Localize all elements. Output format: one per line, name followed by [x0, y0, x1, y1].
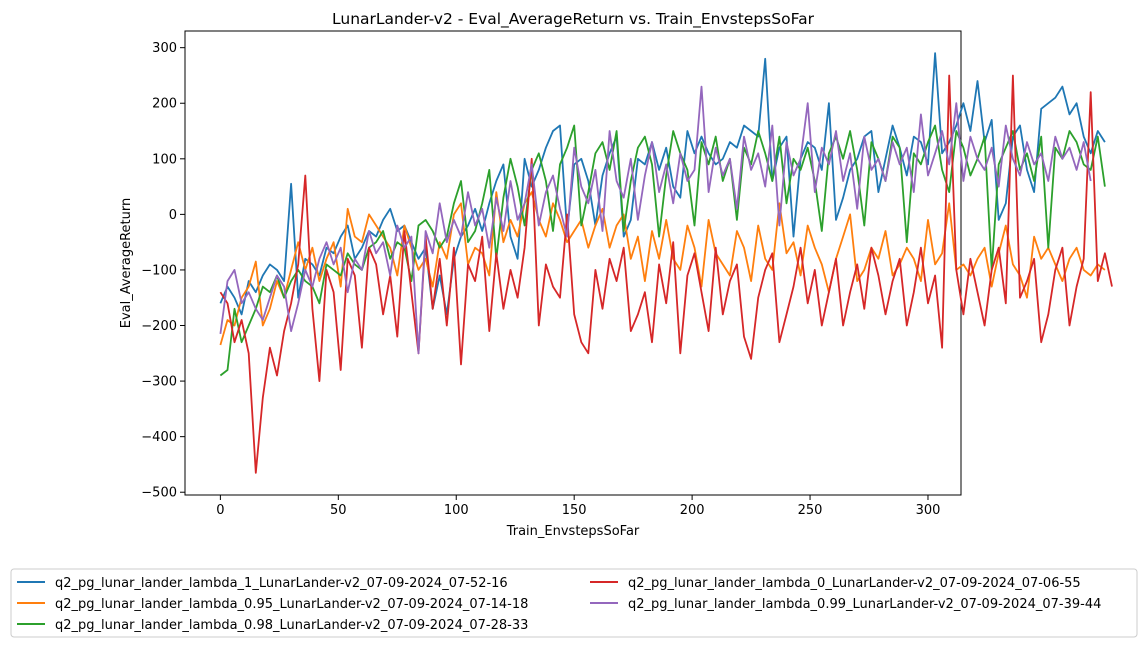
- legend-label-2: q2_pg_lunar_lander_lambda_0.98_LunarLand…: [55, 618, 528, 633]
- y-tick-label: 100: [152, 152, 177, 167]
- series-line-1: [219, 191, 1106, 346]
- x-tick-label: 200: [680, 503, 705, 518]
- x-tick-label: 150: [562, 503, 587, 518]
- series-line-2: [219, 124, 1106, 377]
- x-tick-label: 250: [798, 503, 823, 518]
- y-tick-label: 0: [169, 208, 177, 223]
- legend-label-4: q2_pg_lunar_lander_lambda_0.99_LunarLand…: [628, 597, 1101, 612]
- y-axis-title: Eval_AverageReturn: [119, 198, 134, 329]
- chart-title: LunarLander-v2 - Eval_AverageReturn vs. …: [332, 10, 815, 29]
- y-tick-label: −100: [141, 263, 177, 278]
- legend: q2_pg_lunar_lander_lambda_1_LunarLander-…: [10, 568, 1138, 638]
- legend-label-3: q2_pg_lunar_lander_lambda_0_LunarLander-…: [628, 576, 1081, 591]
- legend-label-1: q2_pg_lunar_lander_lambda_0.95_LunarLand…: [55, 597, 528, 612]
- legend-box: [10, 568, 1138, 638]
- x-axis-title: Train_EnvstepsSoFar: [506, 524, 640, 539]
- series-line-4: [219, 85, 1092, 355]
- y-tick-label: −400: [141, 430, 177, 445]
- plot-area: [184, 30, 962, 496]
- y-tick-label: −200: [141, 319, 177, 334]
- y-tick-label: 300: [152, 41, 177, 56]
- series-line-3: [219, 74, 1113, 474]
- x-tick-label: 0: [216, 503, 224, 518]
- y-tick-label: 200: [152, 97, 177, 112]
- x-tick-label: 100: [444, 503, 469, 518]
- x-tick-label: 50: [330, 503, 347, 518]
- ticks-group: 0 50 100 150 200 250 300 −500 −400 −300 −200 −100 0 1…: [141, 41, 940, 518]
- series-group: [219, 52, 1113, 474]
- y-tick-label: −500: [141, 486, 177, 501]
- legend-label-0: q2_pg_lunar_lander_lambda_1_LunarLander-…: [55, 576, 508, 591]
- x-tick-label: 300: [916, 503, 941, 518]
- y-tick-label: −300: [141, 375, 177, 390]
